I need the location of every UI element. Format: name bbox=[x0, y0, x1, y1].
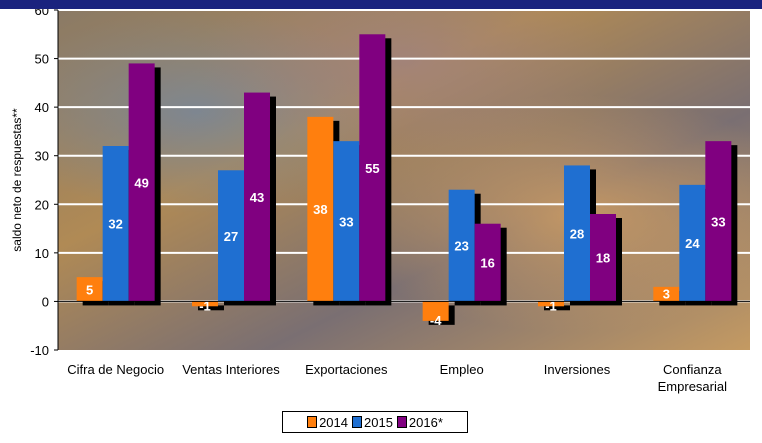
legend-item-2014: 2014 bbox=[307, 415, 348, 430]
bar bbox=[218, 170, 244, 302]
y-tick-label: 20 bbox=[35, 197, 49, 212]
legend: 2014 2015 2016* bbox=[282, 411, 468, 433]
bars bbox=[76, 34, 738, 325]
data-label: 5 bbox=[86, 282, 93, 297]
plot-texture bbox=[58, 10, 750, 350]
x-tick-label: Exportaciones bbox=[305, 362, 388, 377]
bar bbox=[333, 141, 360, 302]
plot-background bbox=[58, 10, 750, 350]
data-label: 23 bbox=[454, 239, 468, 254]
legend-swatch-2015 bbox=[352, 416, 362, 428]
data-label: 27 bbox=[224, 229, 238, 244]
data-label: 55 bbox=[365, 161, 379, 176]
bar-shadow bbox=[544, 305, 570, 311]
y-tick-label: 50 bbox=[35, 52, 49, 67]
data-label: 38 bbox=[313, 202, 327, 217]
legend-label-2016: 2016* bbox=[408, 414, 443, 430]
y-tick-label: 10 bbox=[35, 246, 49, 261]
x-tick-label: Empresarial bbox=[658, 379, 727, 394]
data-label: 49 bbox=[134, 175, 148, 190]
bar bbox=[448, 189, 475, 302]
y-tick-label: 40 bbox=[35, 100, 49, 115]
x-tick-label: Inversiones bbox=[544, 362, 611, 377]
bar bbox=[422, 301, 449, 321]
data-labels: 5 -1 38 -4 -1 3 32 27 33 23 28 24 49 43 55 16 18 33 bbox=[86, 161, 726, 328]
x-tick-label: Confianza bbox=[663, 362, 722, 377]
legend-item-2015: 2015 bbox=[352, 415, 393, 430]
data-label: 32 bbox=[108, 217, 122, 232]
legend-swatch-2016 bbox=[396, 416, 407, 428]
data-label: 43 bbox=[250, 190, 264, 205]
bar bbox=[102, 146, 129, 302]
top-bar bbox=[0, 0, 762, 9]
bar bbox=[307, 116, 334, 302]
bar bbox=[564, 165, 590, 302]
bar bbox=[653, 286, 680, 302]
bar bbox=[192, 301, 218, 307]
data-label: -1 bbox=[199, 298, 211, 313]
legend-item-2016: 2016* bbox=[396, 414, 443, 430]
y-tick-label: 0 bbox=[42, 294, 49, 309]
data-label: -4 bbox=[430, 313, 442, 328]
bar bbox=[359, 34, 386, 302]
y-axis-title: saldo neto de respuestas** bbox=[10, 108, 24, 252]
data-label: 16 bbox=[480, 256, 494, 271]
bar-shadow bbox=[198, 305, 224, 311]
x-tick-label: Cifra de Negocio bbox=[67, 362, 164, 377]
legend-label-2014: 2014 bbox=[319, 414, 348, 430]
data-label: 3 bbox=[663, 286, 670, 301]
data-label: 33 bbox=[339, 214, 353, 229]
bar bbox=[705, 141, 732, 302]
bar bbox=[679, 184, 706, 302]
data-label: 28 bbox=[570, 226, 584, 241]
data-label: 33 bbox=[711, 214, 725, 229]
bar bbox=[590, 214, 616, 302]
legend-swatch-2014 bbox=[307, 416, 318, 428]
data-label: 18 bbox=[596, 251, 610, 266]
bar bbox=[474, 223, 501, 302]
y-tick-label: 30 bbox=[35, 149, 49, 164]
y-tick-label: -10 bbox=[30, 343, 49, 358]
data-label: 24 bbox=[685, 236, 700, 251]
bar bbox=[244, 92, 270, 302]
legend-label-2015: 2015 bbox=[364, 414, 393, 430]
bar bbox=[128, 63, 155, 302]
data-label: -1 bbox=[545, 298, 557, 313]
x-tick-label: Empleo bbox=[440, 362, 484, 377]
bar bbox=[538, 301, 564, 307]
bar bbox=[76, 277, 103, 302]
x-tick-label: Ventas Interiores bbox=[182, 362, 280, 377]
